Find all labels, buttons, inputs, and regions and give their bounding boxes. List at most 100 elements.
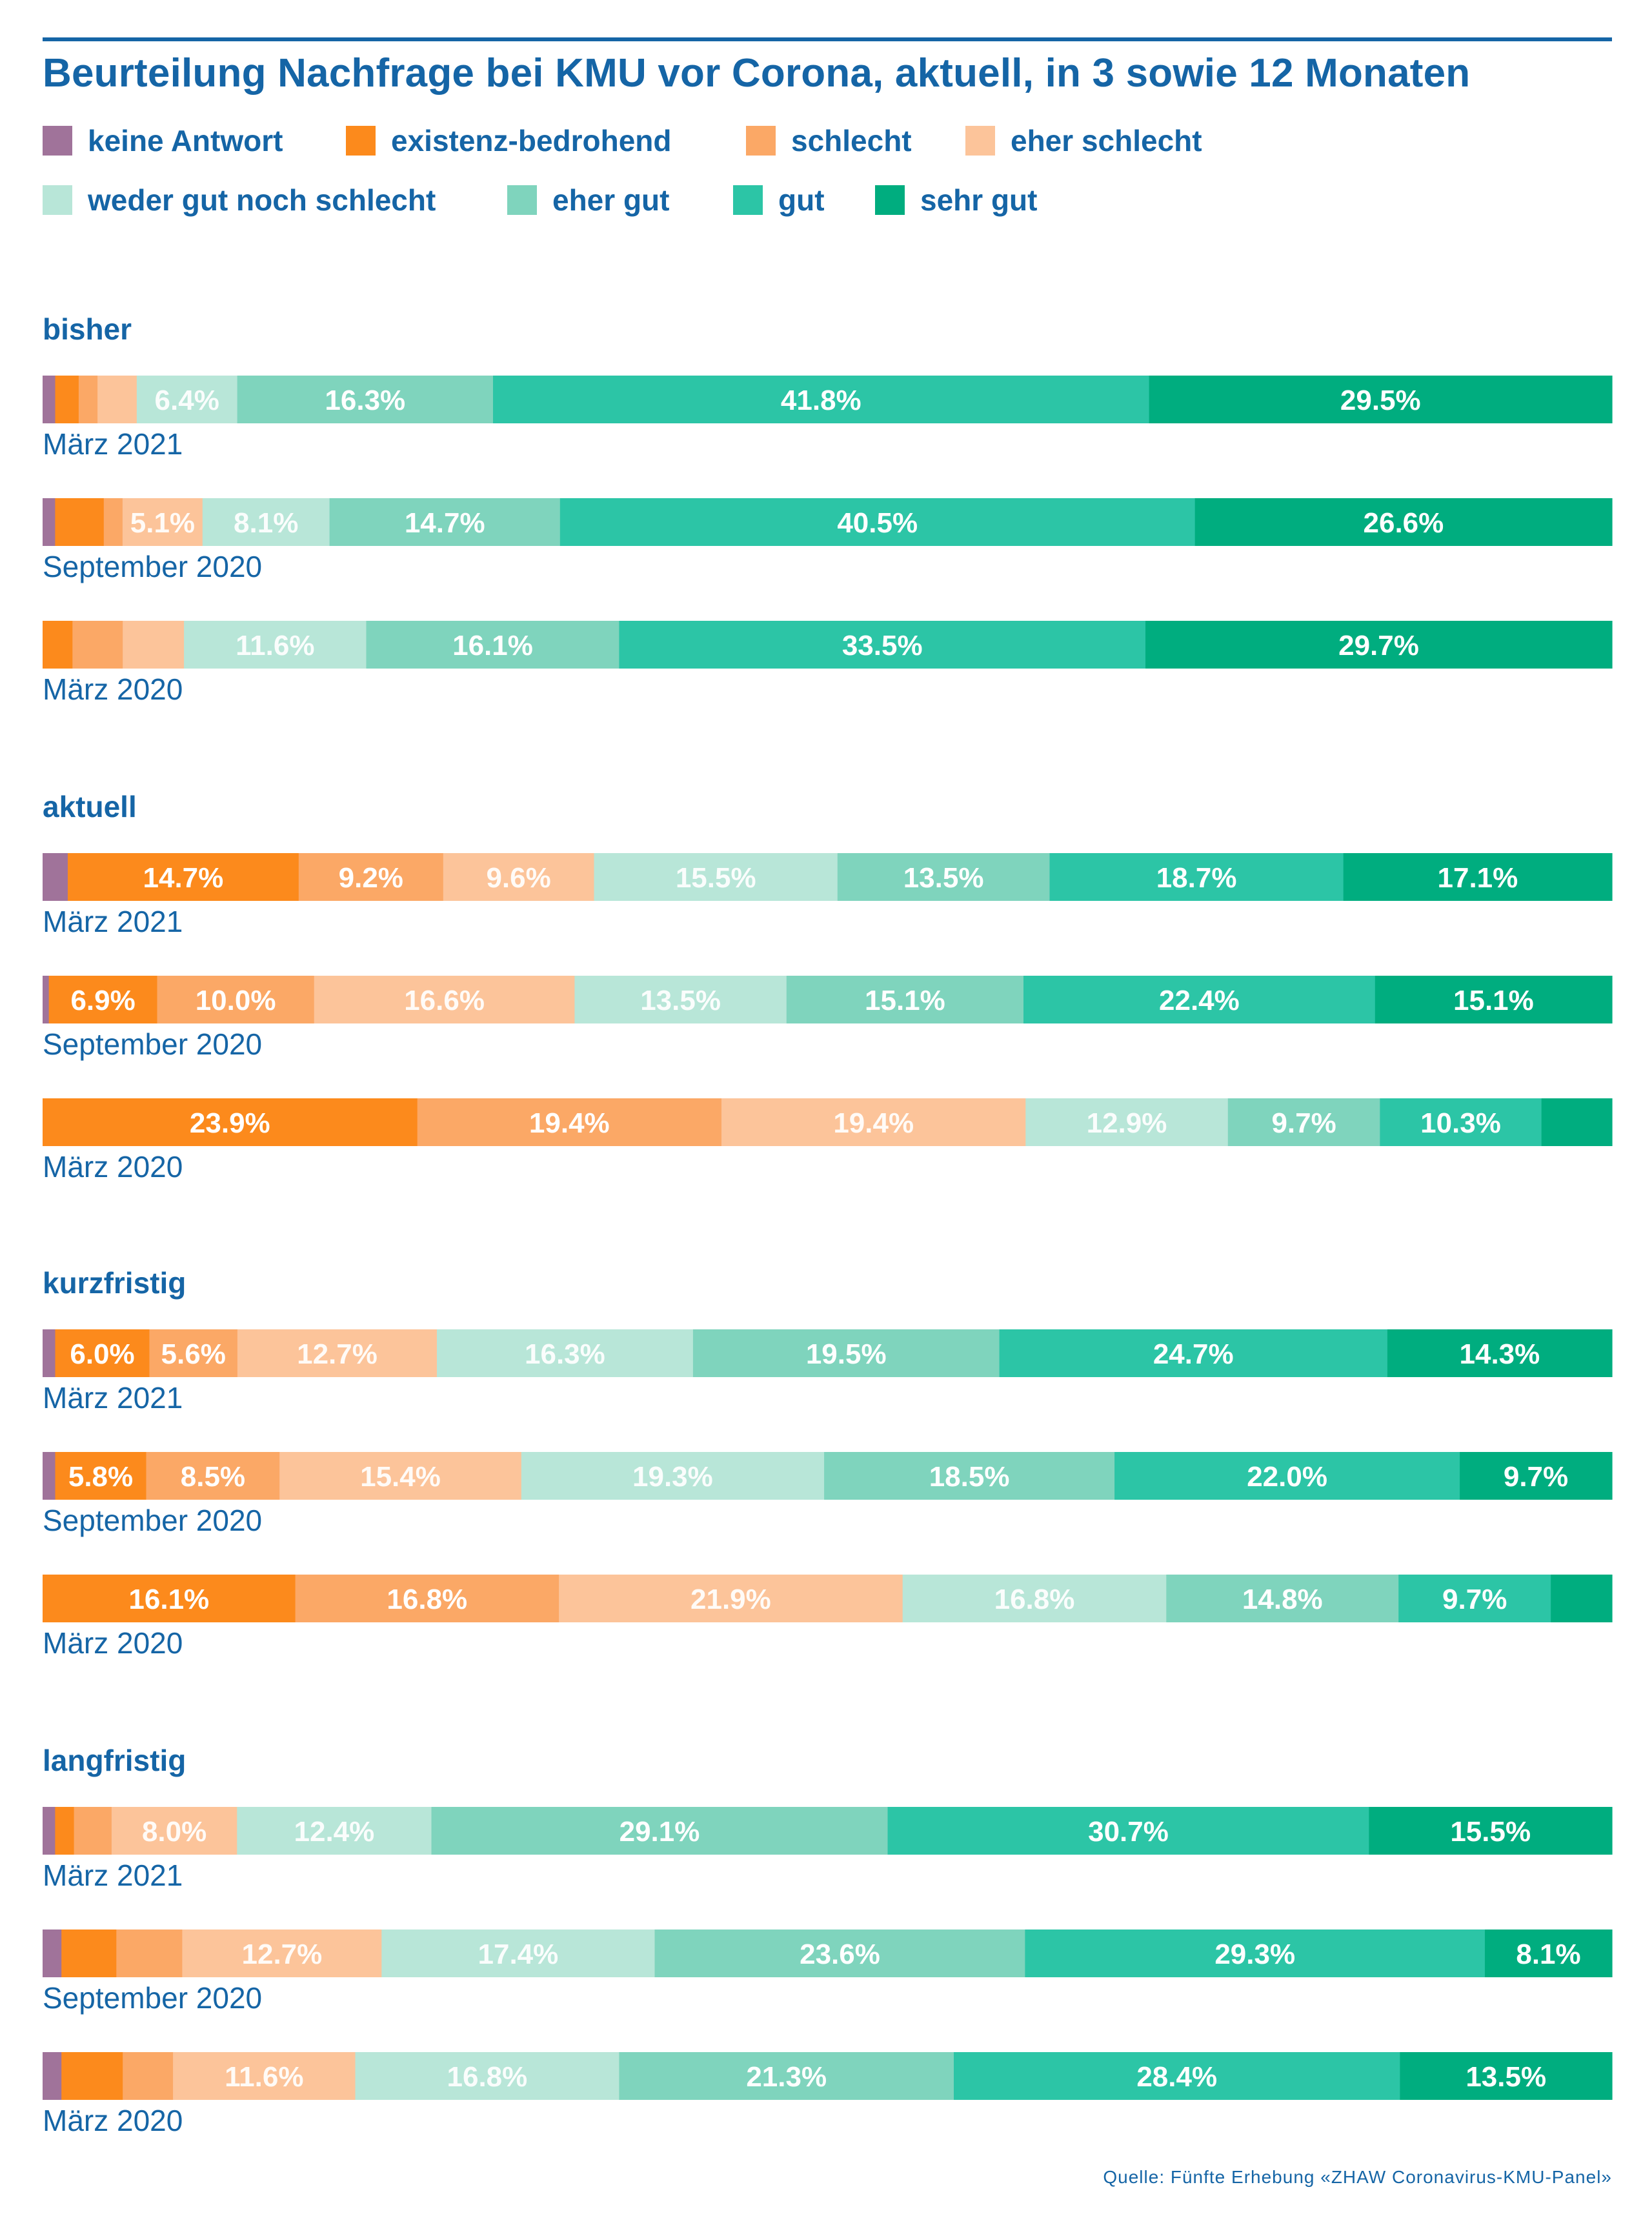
data-label: 19.3% — [632, 1461, 713, 1493]
bar-segment — [116, 1930, 183, 1977]
bar-segment — [43, 1329, 56, 1377]
data-label: 15.1% — [865, 985, 945, 1016]
data-label: 9.7% — [1442, 1584, 1507, 1615]
bar-segment — [1400, 2052, 1613, 2100]
data-label: 18.7% — [1156, 862, 1237, 894]
legend-swatch — [746, 126, 776, 156]
data-label: 10.3% — [1420, 1107, 1501, 1139]
bar-segment — [721, 1098, 1026, 1146]
data-label: 8.1% — [1516, 1939, 1580, 1970]
bar-segment — [824, 1452, 1115, 1500]
data-label: 16.1% — [128, 1584, 209, 1615]
data-label: 9.2% — [339, 862, 403, 894]
bar-segment — [1023, 976, 1376, 1023]
legend-label: eher gut — [552, 183, 670, 217]
bar-segment — [68, 853, 299, 901]
legend-item: eher schlecht — [965, 123, 1202, 159]
data-label: 15.4% — [360, 1461, 441, 1493]
data-label: 8.1% — [234, 507, 298, 539]
group-title: langfristig — [43, 1744, 186, 1777]
bar-segment — [1025, 1930, 1486, 1977]
data-label: 21.3% — [746, 2061, 827, 2093]
data-label: 12.9% — [1087, 1107, 1167, 1139]
data-label: 5.8% — [68, 1461, 133, 1493]
bar-segment — [43, 2052, 62, 2100]
bar-segment — [1387, 1329, 1613, 1377]
bar-segment — [443, 853, 595, 901]
bar-segment — [74, 1807, 112, 1855]
legend-label: gut — [778, 183, 825, 217]
data-label: 14.3% — [1460, 1338, 1540, 1370]
legend-label: weder gut noch schlecht — [88, 183, 436, 217]
bar-segment — [1194, 498, 1613, 546]
legend-item: schlecht — [746, 123, 912, 159]
data-label: 22.0% — [1247, 1461, 1327, 1493]
bar-segment — [184, 621, 367, 669]
data-label: 15.5% — [676, 862, 756, 894]
legend-label: existenz-bedrohend — [391, 124, 672, 157]
data-label: 17.1% — [1438, 862, 1518, 894]
bar-segment — [48, 976, 158, 1023]
data-label: 6.0% — [70, 1338, 134, 1370]
bar-segment — [72, 621, 123, 669]
bar-segment — [78, 376, 98, 423]
legend-label: eher schlecht — [1011, 124, 1202, 157]
data-label: 10.0% — [196, 985, 276, 1016]
data-label: 15.1% — [1453, 985, 1534, 1016]
data-label: 19.4% — [529, 1107, 610, 1139]
bar-segment — [314, 976, 575, 1023]
bar-segment — [111, 1807, 237, 1855]
data-label: 26.6% — [1364, 507, 1444, 539]
data-label: 11.6% — [236, 630, 314, 661]
data-label: 29.7% — [1338, 630, 1419, 661]
data-label: 6.9% — [70, 985, 135, 1016]
legend-item: gut — [733, 182, 825, 218]
bar-segment — [43, 1807, 55, 1855]
bar-segment — [1380, 1098, 1542, 1146]
bar-segment — [1049, 853, 1344, 901]
chart-title: Beurteilung Nachfrage bei KMU vor Corona… — [43, 51, 1471, 96]
bar-segment — [43, 621, 73, 669]
data-label: 19.4% — [833, 1107, 914, 1139]
data-label: 17.4% — [478, 1939, 559, 1970]
data-label: 24.7% — [1153, 1338, 1234, 1370]
group-title: bisher — [43, 312, 132, 346]
bar-period-label: März 2021 — [43, 905, 183, 938]
bar-segment — [43, 376, 56, 423]
bar-segment — [366, 621, 620, 669]
bar-segment — [786, 976, 1024, 1023]
bar-segment — [55, 1807, 75, 1855]
data-label: 19.5% — [806, 1338, 887, 1370]
bar-segment — [1149, 376, 1613, 423]
bar-segment — [417, 1098, 722, 1146]
bar-segment — [43, 853, 68, 901]
bar-segment — [1541, 1098, 1613, 1146]
bar-segment — [837, 853, 1050, 901]
bar-segment — [298, 853, 444, 901]
bar-segment — [619, 2052, 954, 2100]
bar-period-label: März 2021 — [43, 427, 183, 461]
bar-segment — [55, 376, 79, 423]
bar-segment — [61, 1930, 117, 1977]
source-note: Quelle: Fünfte Erhebung «ZHAW Coronaviru… — [1103, 2167, 1612, 2187]
bar-segment — [521, 1452, 825, 1500]
bar-segment — [902, 1575, 1167, 1622]
bar-period-label: März 2020 — [43, 1150, 183, 1184]
bar-segment — [123, 621, 185, 669]
data-label: 16.6% — [404, 985, 485, 1016]
bar-segment — [43, 976, 50, 1023]
bar-segment — [202, 498, 330, 546]
bar-period-label: September 2020 — [43, 550, 262, 583]
bar-segment — [103, 498, 123, 546]
bar-segment — [279, 1452, 522, 1500]
legend-swatch — [733, 185, 763, 215]
bar-segment — [55, 1329, 150, 1377]
data-label: 9.6% — [486, 862, 550, 894]
data-label: 23.6% — [800, 1939, 880, 1970]
bar-segment — [1551, 1575, 1613, 1622]
bar-period-label: September 2020 — [43, 1027, 262, 1061]
bar-segment — [559, 1575, 903, 1622]
bar-segment — [43, 1098, 418, 1146]
bar-period-label: März 2020 — [43, 672, 183, 706]
bar-segment — [1145, 621, 1613, 669]
